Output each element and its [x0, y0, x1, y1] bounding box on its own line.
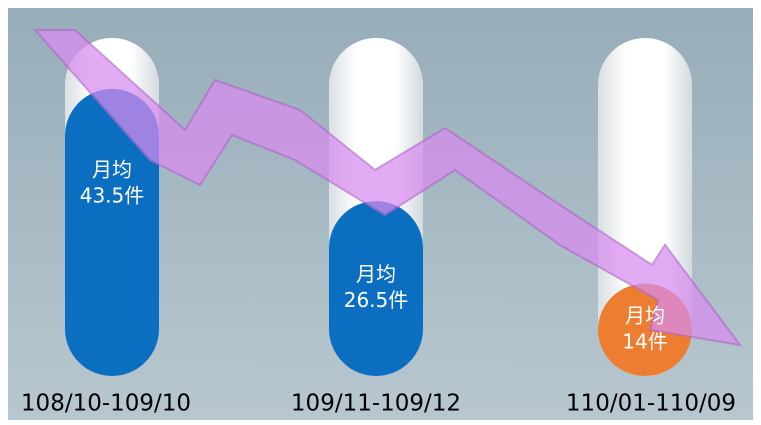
- category-label: 110/01-110/09: [566, 391, 736, 417]
- value-label: 14件: [622, 329, 667, 353]
- value-caption: 月均: [356, 262, 396, 286]
- trend-arrow: [32, 29, 743, 347]
- bar: [329, 201, 423, 376]
- value-label: 26.5件: [344, 288, 409, 312]
- value-label: 43.5件: [80, 183, 145, 207]
- category-label: 108/10-109/10: [21, 391, 191, 417]
- value-caption: 月均: [625, 303, 665, 327]
- bar: [65, 88, 159, 377]
- value-caption: 月均: [92, 157, 132, 181]
- category-label: 109/11-109/12: [291, 391, 461, 417]
